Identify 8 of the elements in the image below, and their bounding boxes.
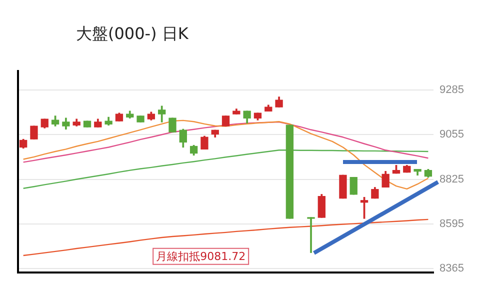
- annotation: 月線扣抵9081.72: [156, 250, 246, 263]
- chart-title: 大盤(000-) 日K: [76, 24, 188, 45]
- y-tick-label: 8365: [440, 262, 464, 275]
- y-tick-label: 9055: [440, 128, 464, 141]
- y-tick-label: 9285: [440, 84, 464, 96]
- candlestick: [307, 217, 315, 253]
- y-tick-label: 8825: [440, 173, 464, 186]
- y-tick-label: 8595: [440, 218, 464, 230]
